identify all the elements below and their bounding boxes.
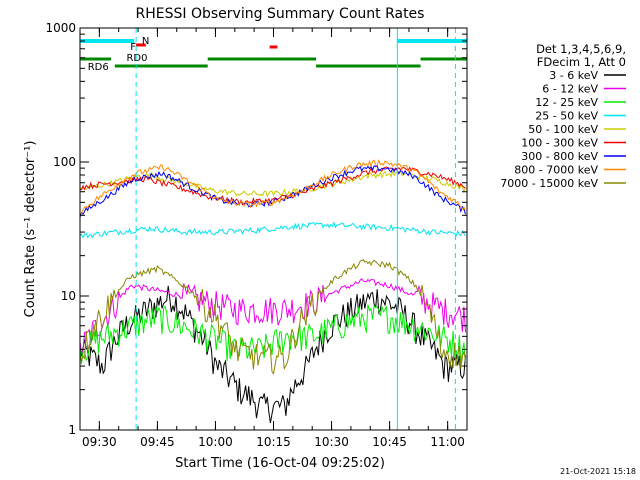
flag-label-f: F	[130, 42, 136, 53]
render-timestamp: 21-Oct-2021 15:18	[560, 467, 636, 476]
x-tick-label: 11:00	[430, 435, 465, 449]
series-line-9	[79, 258, 466, 375]
flag-label-rd0: RD0	[126, 53, 147, 64]
x-tick-label: 10:45	[372, 435, 407, 449]
series-line-6	[79, 166, 466, 207]
flag-label-n: N	[142, 36, 149, 47]
chart-title: RHESSI Observing Summary Count Rates	[136, 6, 425, 22]
x-tick-label: 10:00	[198, 435, 233, 449]
series-line-8	[79, 159, 466, 215]
y-tick-label: 1	[68, 423, 76, 437]
series-line-7	[79, 165, 466, 218]
x-tick-label: 09:30	[82, 435, 117, 449]
legend-header-line-1: Det 1,3,4,5,6,9,	[536, 42, 626, 56]
series-line-2	[79, 278, 466, 355]
x-tick-label: 10:15	[256, 435, 291, 449]
series-line-3	[79, 304, 466, 365]
y-axis-label: Count Rate (s⁻¹ detector⁻¹)	[23, 141, 38, 318]
legend-label-1: 3 - 6 keV	[549, 69, 598, 82]
legend-label-3: 12 - 25 keV	[535, 96, 598, 109]
x-axis: 09:30 09:45 10:00 10:15 10:30 10:45 11:00	[79, 28, 468, 449]
legend: Det 1,3,4,5,6,9, FDecim 1, Att 0 3 - 6 k…	[500, 42, 626, 190]
flag-label-rd6: RD6	[88, 62, 109, 73]
y-tick-label: 100	[53, 155, 76, 169]
x-axis-label: Start Time (16-Oct-04 09:25:02)	[175, 456, 385, 471]
legend-label-6: 100 - 300 keV	[521, 137, 598, 150]
series-line-5	[79, 170, 466, 198]
y-tick-label: 10	[61, 289, 76, 303]
y-axis: 1 10 100 1000	[45, 21, 467, 437]
legend-label-4: 25 - 50 keV	[535, 110, 598, 123]
legend-label-7: 300 - 800 keV	[521, 150, 598, 163]
legend-label-5: 50 - 100 keV	[528, 123, 598, 136]
x-tick-label: 10:30	[314, 435, 349, 449]
y-tick-label: 1000	[45, 21, 76, 35]
legend-label-2: 6 - 12 keV	[542, 83, 598, 96]
legend-label-9: 7000 - 15000 keV	[500, 177, 598, 190]
legend-label-8: 800 - 7000 keV	[514, 164, 598, 177]
x-tick-label: 09:45	[140, 435, 175, 449]
legend-header-line-2: FDecim 1, Att 0	[537, 55, 626, 69]
series-curves	[79, 159, 466, 423]
series-line-4	[79, 221, 466, 239]
series-line-1	[79, 285, 466, 423]
